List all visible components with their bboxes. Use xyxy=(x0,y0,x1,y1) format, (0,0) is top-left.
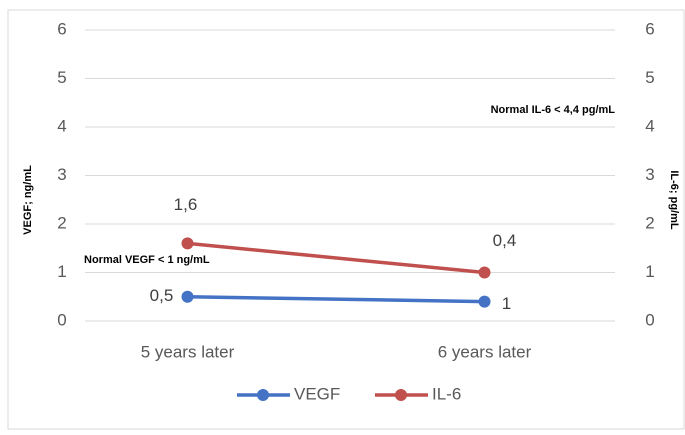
legend-label: VEGF xyxy=(294,384,340,403)
y2-tick-label: 5 xyxy=(645,68,654,87)
y-tick-label: 2 xyxy=(57,213,66,232)
annotation: Normal VEGF < 1 ng/mL xyxy=(84,254,210,266)
point xyxy=(181,237,194,250)
y-tick-label: 3 xyxy=(57,165,66,184)
point xyxy=(478,295,491,308)
y2-tick-label: 4 xyxy=(645,116,654,135)
data-label: 1,6 xyxy=(174,195,198,214)
data-label: 1 xyxy=(502,294,511,313)
y-tick-label: 1 xyxy=(57,262,66,281)
y2-tick-label: 1 xyxy=(645,262,654,281)
legend-marker xyxy=(257,389,269,401)
y2-tick-label: 2 xyxy=(645,213,654,232)
data-label: 0,4 xyxy=(493,231,517,250)
series-line xyxy=(187,241,485,275)
y-tick-label: 0 xyxy=(57,310,66,329)
chart-border xyxy=(7,9,685,430)
point xyxy=(181,290,194,303)
y2-tick-label: 6 xyxy=(645,19,654,38)
x-tick-label: 6 years later xyxy=(438,342,532,361)
y-axis-title: VEGF; ng/mL xyxy=(22,165,34,235)
legend-label: IL-6 xyxy=(432,384,461,403)
y2-tick-label: 3 xyxy=(645,165,654,184)
annotation: Normal IL-6 < 4,4 pg/mL xyxy=(491,104,616,116)
y2-tick-label: 0 xyxy=(645,310,654,329)
series-line xyxy=(187,295,485,304)
y2-axis-title: IL-6; pg/mL xyxy=(668,170,680,230)
y-tick-label: 5 xyxy=(57,68,66,87)
legend-marker xyxy=(395,389,407,401)
point xyxy=(478,266,491,279)
data-label: 0,5 xyxy=(150,286,174,305)
y-tick-label: 6 xyxy=(57,19,66,38)
x-tick-label: 5 years later xyxy=(141,342,235,361)
y-tick-label: 4 xyxy=(57,116,66,135)
